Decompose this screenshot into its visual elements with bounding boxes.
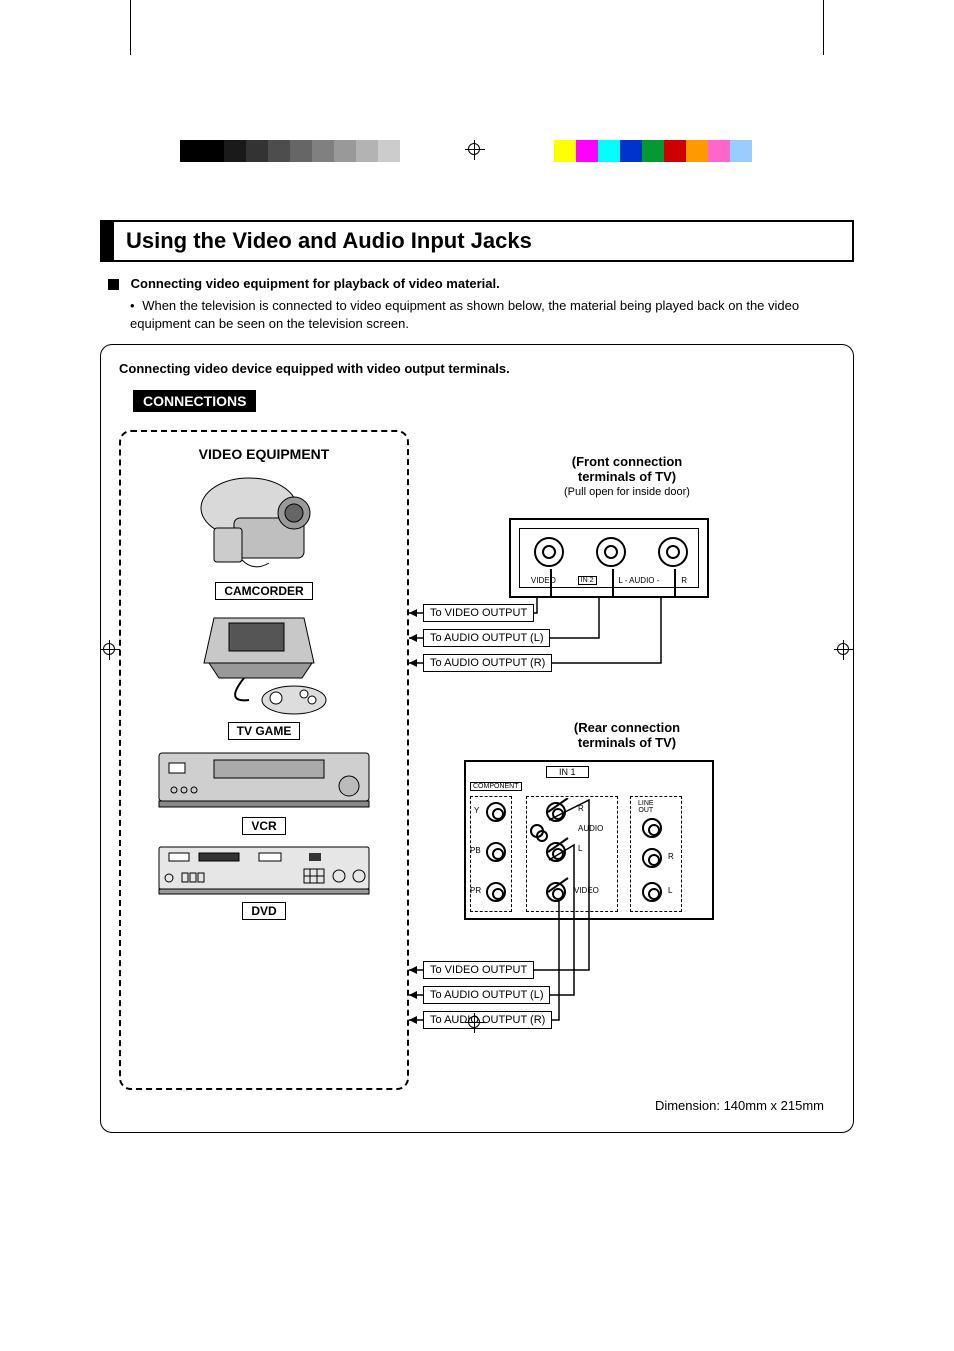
dimension-note: Dimension: 140mm x 215mm: [655, 1098, 824, 1113]
vcr-icon: [154, 748, 374, 813]
section-title: Using the Video and Audio Input Jacks: [126, 228, 840, 254]
front-terminal-header: (Front connection terminals of TV) (Pull…: [419, 454, 835, 498]
intro-body-text: When the television is connected to vide…: [130, 298, 799, 331]
connections-label: CONNECTIONS: [133, 390, 256, 412]
camcorder-label: CAMCORDER: [215, 582, 312, 600]
dvd-label: DVD: [242, 902, 285, 920]
rear-audio-l-signal: To AUDIO OUTPUT (L): [423, 986, 550, 1004]
game-console-icon: [184, 608, 344, 718]
front-heading: (Front connection terminals of TV): [419, 454, 835, 484]
front-audio-r-signal: To AUDIO OUTPUT (R): [423, 654, 552, 672]
tvgame-label: TV GAME: [228, 722, 301, 740]
registration-target-icon: [834, 640, 854, 660]
bullet-icon: •: [130, 298, 135, 313]
grayscale-calibration-bar: [180, 140, 422, 162]
intro-body: • When the television is connected to vi…: [130, 297, 854, 332]
intro-heading-text: Connecting video equipment for playback …: [131, 276, 500, 291]
registration-target-icon: [100, 640, 120, 660]
rear-heading: (Rear connection terminals of TV): [419, 720, 835, 750]
vcr-label: VCR: [242, 817, 285, 835]
crop-mark: [823, 0, 824, 55]
rear-terminal-header: (Rear connection terminals of TV): [419, 720, 835, 750]
intro-block: Connecting video equipment for playback …: [108, 276, 854, 332]
camcorder-device: CAMCORDER: [131, 468, 397, 600]
rear-audio-r-signal: To AUDIO OUTPUT (R): [423, 1011, 552, 1029]
terminals-column: (Front connection terminals of TV) (Pull…: [419, 430, 835, 1110]
front-video-signal: To VIDEO OUTPUT: [423, 604, 534, 622]
equipment-title: VIDEO EQUIPMENT: [131, 446, 397, 462]
section-title-bar: Using the Video and Audio Input Jacks: [100, 220, 854, 262]
vcr-device: VCR: [131, 748, 397, 835]
dvd-device: DVD: [131, 843, 397, 920]
tvgame-device: TV GAME: [131, 608, 397, 740]
registration-target-icon: [465, 1013, 485, 1033]
front-subheading: (Pull open for inside door): [419, 486, 835, 498]
dvd-player-icon: [154, 843, 374, 898]
intro-heading: Connecting video equipment for playback …: [108, 276, 854, 291]
color-calibration-bar: [554, 140, 774, 162]
square-bullet-icon: [108, 279, 119, 290]
panel-subtitle: Connecting video device equipped with vi…: [119, 361, 835, 376]
video-equipment-group: VIDEO EQUIPMENT CAMCORDER: [119, 430, 409, 1090]
crop-mark: [130, 0, 131, 55]
front-audio-l-signal: To AUDIO OUTPUT (L): [423, 629, 550, 647]
connection-diagram: VIDEO EQUIPMENT CAMCORDER: [119, 430, 835, 1110]
rear-video-signal: To VIDEO OUTPUT: [423, 961, 534, 979]
camcorder-icon: [194, 468, 334, 578]
registration-target-icon: [465, 140, 485, 160]
manual-page: Using the Video and Audio Input Jacks Co…: [0, 0, 954, 1173]
